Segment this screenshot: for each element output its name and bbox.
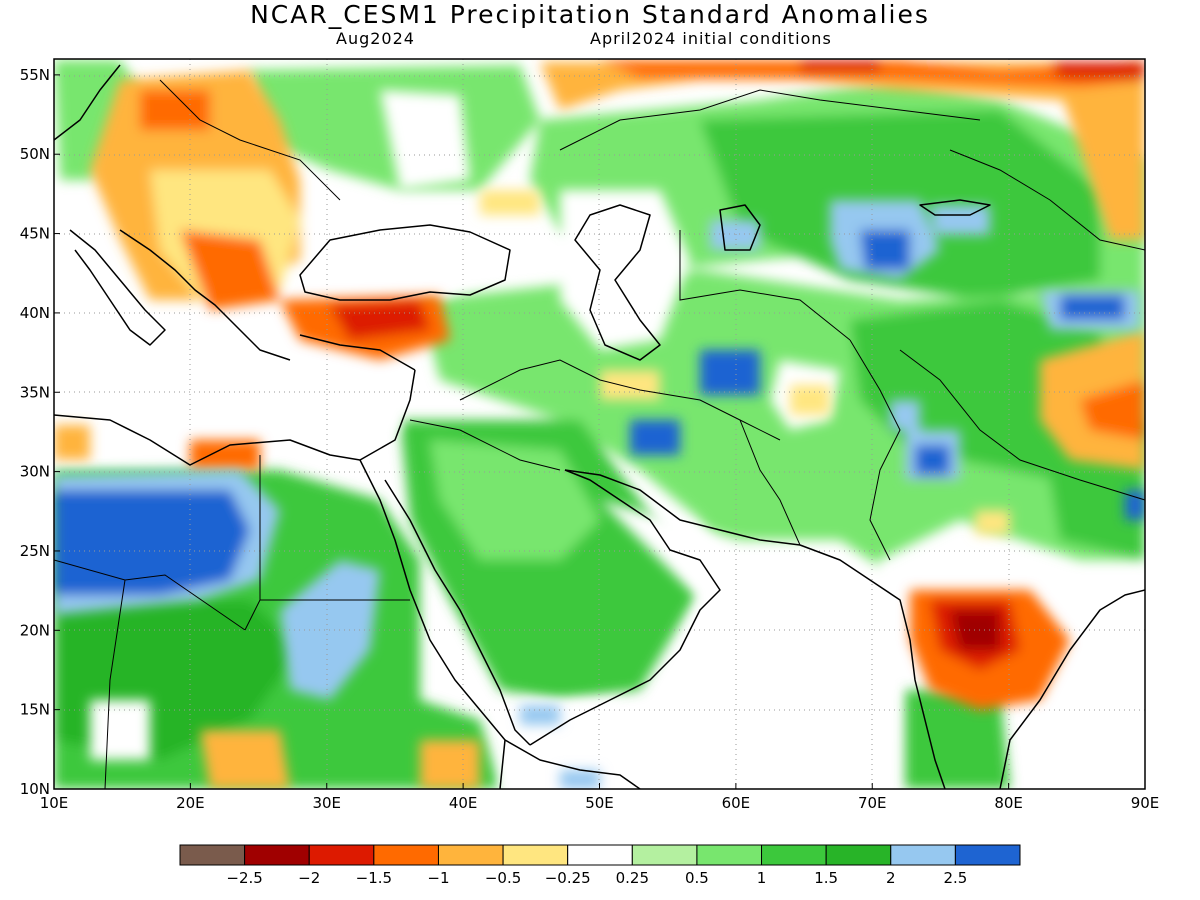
lon-tick-label: 40E [449, 794, 478, 812]
lon-tick-label: 30E [312, 794, 341, 812]
lat-tick-label: 45N [20, 225, 50, 243]
lat-tick-label: 10N [20, 780, 50, 798]
legend-swatch [308, 844, 375, 866]
legend-label: −1 [427, 869, 449, 887]
legend-label: −1.5 [356, 869, 392, 887]
anomaly-field [54, 59, 1145, 789]
legend-swatch [567, 844, 633, 866]
lon-tick-label: 70E [858, 794, 887, 812]
lon-tick-label: 80E [994, 794, 1023, 812]
lat-tick-label: 25N [20, 542, 50, 560]
legend-label: −0.25 [545, 869, 591, 887]
lat-tick-label: 50N [20, 145, 50, 163]
map-title: NCAR_CESM1 Precipitation Standard Anomal… [250, 0, 930, 29]
legend-swatch [761, 844, 827, 866]
legend-label: −2.5 [226, 869, 262, 887]
legend-swatch [373, 844, 439, 866]
lat-tick-label: 40N [20, 304, 50, 322]
color-legend: −2.5 −2 −1.5 −1 −0.5 −0.25 0.25 0.5 1 1.5 2 2.5 [179, 844, 1021, 887]
forecast-month: Aug2024 [336, 29, 415, 48]
lon-tick-label: 90E [1131, 794, 1160, 812]
legend-label: 1 [757, 869, 767, 887]
borders [54, 79, 1145, 789]
graticule [54, 59, 1145, 789]
legend-swatch [244, 844, 310, 866]
legend-label: −2 [298, 869, 320, 887]
lon-tick-label: 10E [40, 794, 69, 812]
lat-tick-label: 30N [20, 463, 50, 481]
lat-tick-label: 55N [20, 66, 50, 84]
legend-label: 2.5 [943, 869, 967, 887]
legend-label: 0.25 [616, 869, 649, 887]
legend-swatch [437, 844, 504, 866]
legend-label: −0.5 [485, 869, 521, 887]
coastlines [54, 64, 1145, 789]
longitude-axis: 10E 20E 30E 40E 50E 60E 70E 80E 90E [40, 783, 1160, 812]
legend-swatch [179, 844, 246, 866]
lon-tick-label: 60E [722, 794, 751, 812]
legend-swatch [954, 844, 1021, 866]
lon-tick-label: 20E [176, 794, 205, 812]
legend-swatch [825, 844, 892, 866]
lon-tick-label: 50E [585, 794, 614, 812]
lat-tick-label: 15N [20, 701, 50, 719]
legend-swatch [502, 844, 569, 866]
legend-label: 1.5 [814, 869, 838, 887]
legend-swatch [890, 844, 956, 866]
legend-label: 0.5 [685, 869, 709, 887]
legend-swatch [631, 844, 698, 866]
initial-conditions: April2024 initial conditions [590, 29, 832, 48]
legend-label: 2 [886, 869, 896, 887]
lat-tick-label: 35N [20, 383, 50, 401]
lat-tick-label: 20N [20, 621, 50, 639]
latitude-axis: 55N 50N 45N 40N 35N 30N 25N 20N 15N 10N [20, 66, 60, 798]
legend-swatch [696, 844, 763, 866]
